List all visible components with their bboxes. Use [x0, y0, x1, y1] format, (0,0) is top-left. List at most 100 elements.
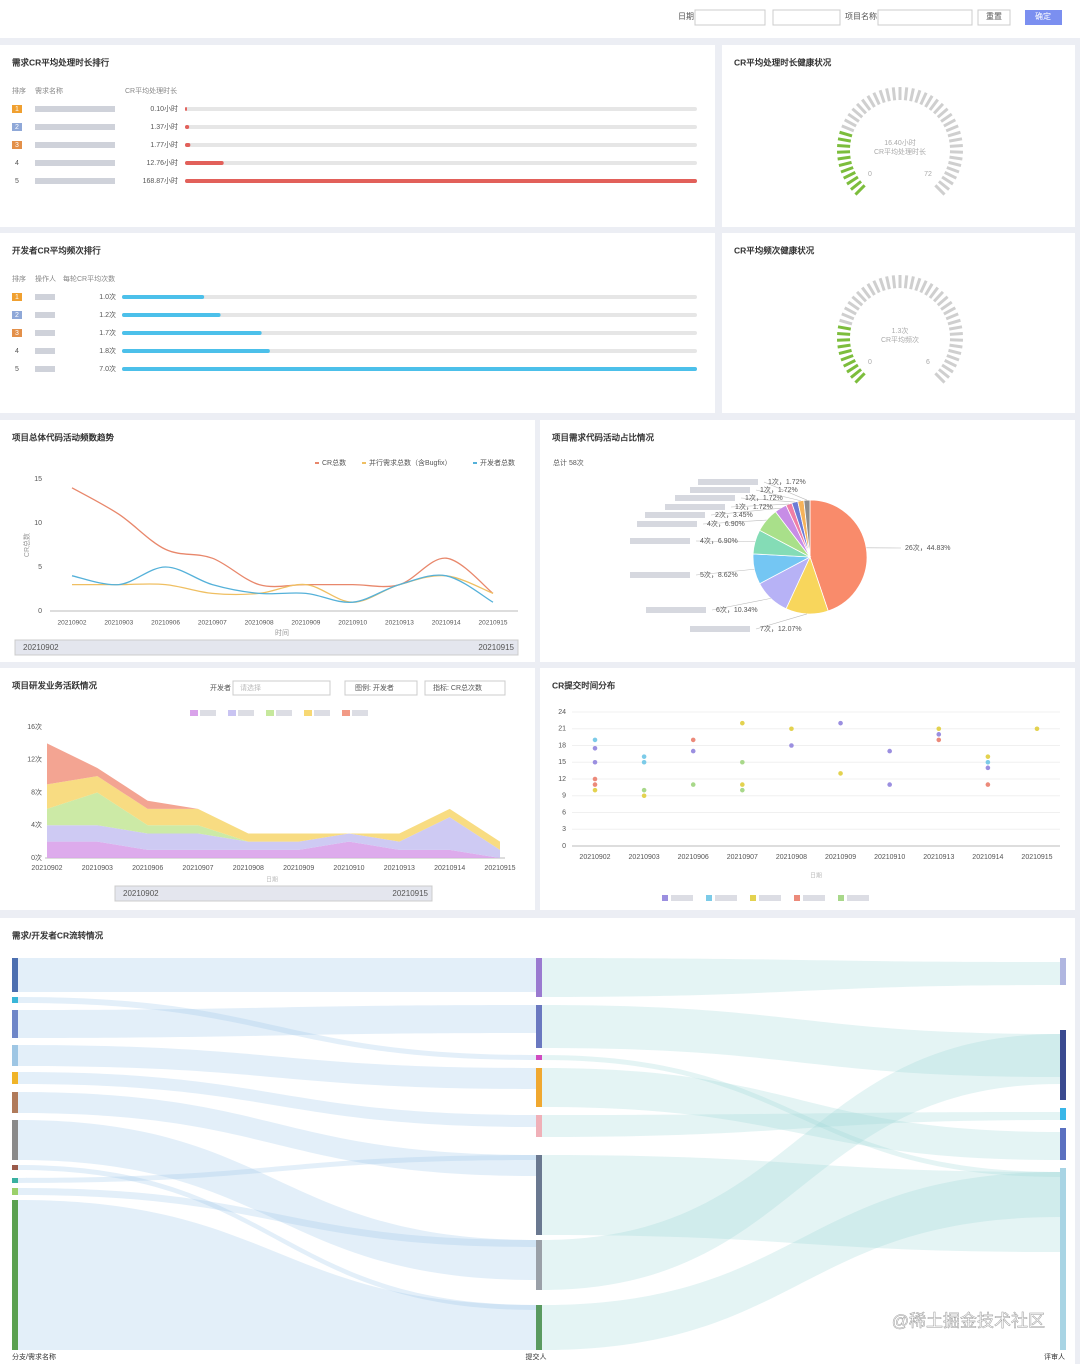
node[interactable] — [12, 1092, 18, 1113]
watermark: @稀土掘金技术社区 — [892, 1311, 1045, 1330]
leader-line — [702, 519, 767, 525]
bar-track — [122, 313, 697, 317]
gauge-tick: 0 — [868, 171, 872, 178]
filter-select[interactable] — [232, 680, 331, 696]
point — [592, 787, 598, 793]
column-header: 排序 — [12, 86, 26, 95]
zoom-slider[interactable] — [114, 885, 433, 902]
zoom-slider[interactable] — [14, 639, 519, 656]
bar-track — [122, 331, 697, 335]
node[interactable] — [1060, 1108, 1066, 1120]
y-tick-label: 0 — [38, 608, 42, 615]
name-blur — [35, 312, 55, 318]
x-tick-label: 20210910 — [874, 854, 905, 861]
point — [985, 765, 991, 771]
legend-swatch[interactable] — [706, 895, 712, 901]
flow — [18, 1120, 536, 1280]
legend-label[interactable]: CR总数 — [322, 458, 346, 467]
node[interactable] — [12, 1188, 18, 1195]
legend-label[interactable]: 开发者总数 — [480, 458, 515, 467]
rank-badge — [12, 141, 22, 149]
name-blur — [675, 495, 735, 501]
x-axis-title: 日期 — [266, 876, 278, 884]
x-tick-label: 20210910 — [338, 620, 367, 627]
node[interactable] — [536, 1005, 542, 1048]
flow — [542, 958, 1060, 997]
node[interactable] — [1060, 1168, 1066, 1350]
flow — [18, 1200, 536, 1350]
date-end[interactable] — [772, 9, 841, 26]
legend-swatch[interactable] — [794, 895, 800, 901]
node[interactable] — [12, 1045, 18, 1066]
node[interactable] — [12, 1165, 18, 1170]
x-tick-label: 20210913 — [923, 854, 954, 861]
project-select[interactable] — [877, 9, 973, 26]
legend-swatch[interactable] — [342, 710, 350, 716]
legend-control[interactable] — [344, 680, 418, 696]
legend-blur — [803, 895, 825, 901]
node[interactable] — [536, 1115, 542, 1137]
node[interactable] — [536, 1305, 542, 1350]
y-axis-title: CR总数 — [22, 533, 31, 557]
node[interactable] — [536, 1055, 542, 1060]
node[interactable] — [1060, 1128, 1066, 1160]
gauge-tick: 72 — [924, 171, 932, 178]
node[interactable] — [536, 1155, 542, 1235]
node[interactable] — [12, 997, 18, 1003]
legend-swatch[interactable] — [662, 895, 668, 901]
x-tick-label: 20210902 — [579, 854, 610, 861]
node[interactable] — [536, 1240, 542, 1290]
value-label: 12.76小时 — [146, 158, 178, 167]
panel — [0, 45, 715, 227]
node[interactable] — [12, 1120, 18, 1160]
y-tick-label: 10 — [34, 520, 42, 527]
name-blur — [665, 504, 725, 510]
legend-swatch[interactable] — [266, 710, 274, 716]
value-label: 1.77小时 — [150, 140, 178, 149]
date-start[interactable] — [694, 9, 766, 26]
node[interactable] — [12, 1178, 18, 1183]
node[interactable] — [12, 1200, 18, 1350]
zoom-end-label: 20210915 — [478, 643, 514, 652]
area — [47, 792, 500, 850]
zoom-start-label: 20210902 — [123, 889, 159, 898]
point — [690, 737, 696, 743]
node[interactable] — [1060, 958, 1066, 985]
value-label: 1.0次 — [99, 292, 116, 301]
rank: 1 — [15, 106, 19, 113]
legend-label[interactable]: 并行需求总数（含Bugfix） — [369, 458, 451, 467]
x-tick-label: 20210913 — [384, 865, 415, 872]
y-tick-label: 5 — [38, 564, 42, 571]
node[interactable] — [536, 1068, 542, 1107]
name-blur — [637, 521, 697, 527]
confirm-button[interactable] — [1025, 10, 1062, 25]
node[interactable] — [1060, 1030, 1066, 1100]
y-tick-label: 0次 — [31, 853, 42, 862]
name-blur — [35, 142, 115, 148]
slice-label: 1次，1.72% — [760, 485, 798, 494]
legend-swatch[interactable] — [304, 710, 312, 716]
legend-swatch[interactable] — [838, 895, 844, 901]
metric-control[interactable] — [424, 680, 506, 696]
legend-swatch[interactable] — [190, 710, 198, 716]
rank: 4 — [15, 160, 19, 167]
point — [740, 782, 745, 787]
node[interactable] — [12, 1072, 18, 1084]
reset-button[interactable] — [977, 9, 1011, 26]
flow — [18, 1072, 536, 1127]
panel-title: 需求CR平均处理时长排行 — [12, 57, 110, 67]
legend-swatch[interactable] — [750, 895, 756, 901]
node[interactable] — [12, 1010, 18, 1038]
point — [936, 726, 942, 732]
rank: 3 — [15, 330, 19, 337]
column-label: 评审人 — [1044, 1352, 1065, 1361]
y-tick-label: 3 — [562, 826, 566, 833]
node[interactable] — [12, 958, 18, 992]
bar-track — [185, 143, 697, 147]
flow — [18, 958, 536, 992]
point — [592, 759, 598, 765]
legend-swatch[interactable] — [228, 710, 236, 716]
slice-label: 26次，44.83% — [905, 543, 951, 552]
flow — [18, 1188, 536, 1247]
node[interactable] — [536, 958, 542, 997]
